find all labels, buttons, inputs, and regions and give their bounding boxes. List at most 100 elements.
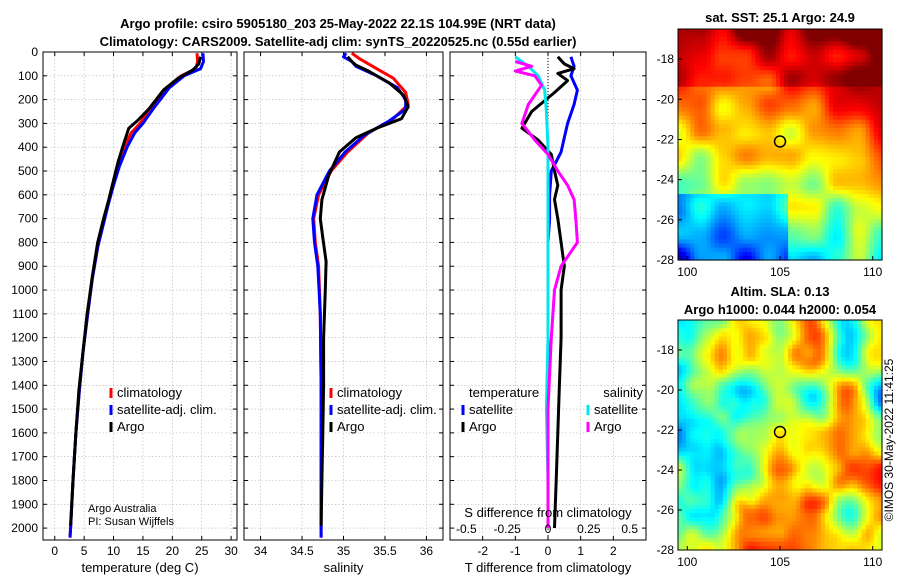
plot-frame [42, 51, 238, 541]
sla-map-panel: 100 105 110 -18 -20 -22 -24 -26 -28 Altim. SLA: 0… [657, 284, 883, 569]
depth-tick-label: 1300 [11, 354, 38, 368]
depth-tick-label: 1800 [11, 473, 38, 487]
depth-tick-label: 100 [18, 69, 38, 83]
x-tick-label: 20 [166, 544, 180, 558]
s-axis-label: S difference from climatology [464, 505, 632, 520]
legend-label: Argo [117, 419, 144, 434]
map-field [678, 29, 883, 261]
x-tick-label: 36 [420, 544, 434, 558]
legend-label: satellite-adj. clim. [117, 402, 217, 417]
legend-label: Argo [594, 419, 621, 434]
depth-tick-label: 1100 [12, 307, 38, 321]
map-field [678, 320, 883, 551]
legend-label: climatology [337, 385, 403, 400]
x-tick-label: 35.5 [373, 544, 397, 558]
series-line-argo [69, 56, 203, 526]
series-line-temperature-argo [520, 55, 576, 529]
depth-tick-label: 500 [18, 164, 38, 178]
x-tick-label: 25 [195, 544, 209, 558]
map-y-tick-label: -28 [657, 253, 675, 267]
map-x-tick-label: 110 [863, 555, 882, 569]
legend-label: Argo [337, 419, 364, 434]
map-y-tick-label: -24 [657, 173, 675, 187]
argo-location-marker [773, 135, 787, 148]
x-tick-label: 0 [51, 544, 58, 558]
x-tick-label: 1 [577, 544, 584, 558]
map-title: Altim. SLA: 0.13 [731, 284, 830, 299]
s-tick-label: 0 [545, 522, 552, 536]
s-tick-label: -0.25 [493, 522, 521, 536]
figure-title-line2: Climatology: CARS2009. Satellite-adj cli… [100, 34, 577, 49]
x-tick-label: -1 [510, 544, 521, 558]
legend-label: Argo [469, 419, 496, 434]
x-tick-label: 0 [545, 544, 552, 558]
salinity-panel: 34 34.5 35 35.5 36 salinity climatology satelli… [243, 51, 444, 575]
map-y-tick-label: -20 [657, 92, 675, 106]
map-y-tick-label: -24 [657, 463, 675, 477]
map-y-tick-label: -22 [657, 132, 675, 146]
map-y-tick-label: -18 [657, 52, 675, 66]
depth-tick-label: 1500 [11, 402, 38, 416]
depth-tick-label: 1000 [11, 283, 38, 297]
depth-tick-label: 400 [18, 140, 38, 154]
depth-tick-label: 200 [18, 93, 38, 107]
map-x-tick-label: 110 [863, 265, 882, 279]
depth-tick-label: 1900 [11, 497, 38, 511]
x-tick-label: 34 [254, 544, 268, 558]
annotation-line2: PI: Susan Wijffels [88, 516, 174, 528]
map-y-tick-label: -22 [657, 423, 675, 437]
x-axis-label: T difference from climatology [465, 560, 632, 575]
x-tick-label: -2 [477, 544, 488, 558]
depth-tick-label: 1400 [11, 378, 38, 392]
depth-tick-label: 700 [18, 212, 38, 226]
s-tick-label: 0.25 [577, 522, 601, 536]
map-x-tick-label: 100 [677, 555, 697, 569]
legend-label: satellite [469, 402, 513, 417]
x-axis-label: temperature (deg C) [81, 560, 198, 575]
legend-label: climatology [117, 385, 183, 400]
series-line-salinity-argo [513, 60, 579, 529]
depth-tick-label: 900 [18, 259, 38, 273]
legend-label: satellite-adj. clim. [337, 402, 437, 417]
legend-title-temperature: temperature [469, 385, 539, 400]
plot-frame [449, 51, 647, 541]
depth-tick-label: 800 [18, 235, 38, 249]
map-x-tick-label: 105 [770, 265, 790, 279]
plot-area [244, 52, 443, 540]
x-tick-label: 34.5 [290, 544, 314, 558]
x-tick-label: 2 [610, 544, 617, 558]
map-title: sat. SST: 25.1 Argo: 24.9 [705, 10, 855, 25]
legend-label: satellite [594, 402, 638, 417]
s-tick-label: 0.5 [621, 522, 638, 536]
map-y-tick-label: -26 [657, 213, 675, 227]
depth-tick-label: 1600 [11, 426, 38, 440]
sst-map-panel: 100 105 110 -18 -20 -22 -24 -26 -28 sat. SST: 25.… [657, 10, 883, 279]
map-y-tick-label: -20 [657, 383, 675, 397]
depth-tick-label: 1700 [11, 450, 38, 464]
legend-title-salinity: salinity [603, 385, 643, 400]
argo-location-marker [773, 425, 787, 439]
s-tick-label: -0.5 [456, 522, 477, 536]
x-tick-label: 35 [337, 544, 351, 558]
map-y-tick-label: -28 [657, 543, 675, 557]
map-x-tick-label: 105 [770, 555, 790, 569]
figure-title-line1: Argo profile: csiro 5905180_203 25-May-2… [120, 16, 556, 31]
x-tick-label: 10 [107, 544, 121, 558]
map-y-tick-label: -26 [657, 503, 675, 517]
map-y-tick-label: -18 [657, 343, 675, 357]
temperature-panel: 0 5 10 15 20 25 300100200300400500600700800900… [11, 45, 238, 575]
copyright-label: ©IMOS 30-May-2022 11:41:25 [882, 358, 896, 521]
depth-tick-label: 600 [18, 188, 38, 202]
plot-frame [243, 51, 444, 541]
depth-tick-label: 0 [31, 45, 38, 59]
map-subtitle: Argo h1000: 0.044 h2000: 0.054 [684, 302, 877, 317]
annotation-line1: Argo Australia [88, 503, 157, 515]
x-axis-label: salinity [324, 560, 364, 575]
depth-tick-label: 2000 [11, 521, 38, 535]
map-x-tick-label: 100 [677, 265, 697, 279]
depth-tick-label: 1200 [11, 331, 38, 345]
series-line-argo [318, 55, 410, 526]
difference-panel: -2 -1 0 1 2 T difference from climatology temp… [449, 51, 647, 575]
x-tick-label: 15 [136, 544, 150, 558]
